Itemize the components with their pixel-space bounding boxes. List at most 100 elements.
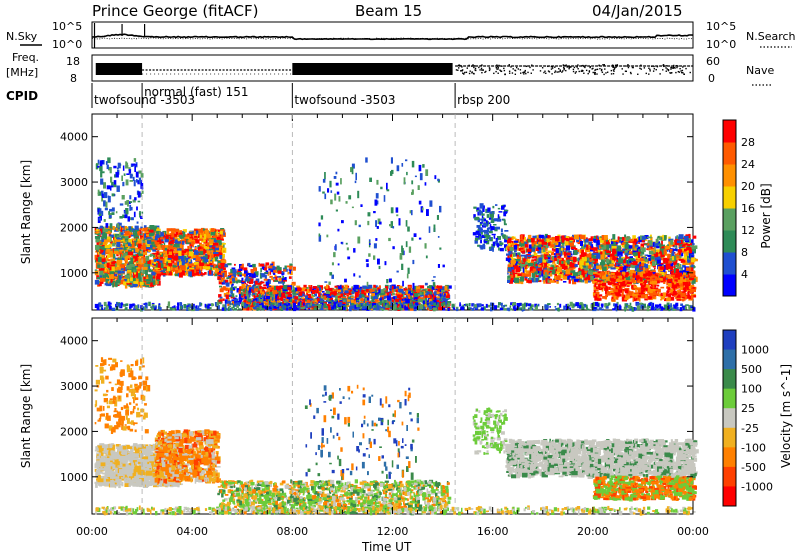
data-cell	[434, 291, 437, 296]
freq-point	[613, 66, 615, 68]
data-cell	[229, 281, 232, 283]
data-cell	[156, 272, 162, 277]
data-cell	[322, 191, 325, 194]
data-cell	[203, 255, 208, 259]
data-cell	[231, 299, 235, 302]
data-cell	[287, 285, 291, 288]
data-cell	[479, 204, 484, 209]
freq-point	[515, 66, 518, 69]
data-cell	[218, 241, 222, 246]
data-cell	[319, 298, 324, 303]
data-cell	[126, 173, 130, 175]
data-cell	[388, 278, 392, 283]
data-cell	[358, 287, 363, 292]
data-cell	[333, 289, 338, 292]
data-cell	[261, 286, 263, 289]
data-cell	[503, 204, 506, 207]
data-cell	[615, 254, 619, 260]
data-cell	[272, 305, 276, 309]
data-cell	[129, 204, 132, 211]
freq-point	[510, 66, 512, 68]
data-cell	[123, 173, 126, 176]
data-cell	[173, 250, 179, 254]
freq-point	[674, 67, 676, 69]
data-cell	[182, 229, 187, 233]
data-cell	[238, 297, 242, 300]
data-cell	[122, 275, 127, 278]
data-cell	[335, 286, 339, 290]
freq-point	[604, 68, 606, 70]
freq-point	[572, 70, 575, 73]
data-cell	[127, 273, 130, 276]
freq-point	[640, 68, 642, 70]
data-cell	[369, 243, 371, 245]
data-cell	[350, 287, 353, 290]
data-cell	[273, 270, 277, 273]
freq-left-tick-bottom: 8	[70, 72, 77, 85]
freq-point	[582, 69, 584, 72]
freq-point	[481, 64, 483, 66]
freq-point	[481, 71, 483, 74]
data-cell	[399, 296, 402, 300]
data-cell	[401, 304, 404, 308]
data-cell	[281, 272, 285, 275]
data-cell	[227, 302, 230, 307]
data-cell	[123, 279, 128, 283]
data-cell	[245, 306, 249, 311]
data-cell	[155, 248, 159, 250]
data-cell	[333, 252, 336, 258]
freq-point	[551, 73, 553, 75]
data-cell	[269, 263, 273, 268]
data-cell	[491, 243, 494, 248]
data-cell	[334, 193, 337, 201]
data-cell	[298, 299, 301, 301]
data-cell	[282, 280, 287, 282]
data-cell	[587, 241, 590, 247]
freq-point	[457, 67, 460, 69]
data-cell	[480, 239, 482, 244]
data-cell	[345, 301, 348, 305]
data-cell	[268, 279, 271, 284]
data-cell	[270, 291, 273, 296]
data-cell	[528, 244, 534, 249]
data-cell	[498, 247, 500, 251]
data-cell	[422, 303, 425, 307]
freq-point	[595, 68, 597, 71]
data-cell	[304, 288, 307, 292]
data-cell	[398, 288, 404, 293]
data-cell	[255, 280, 258, 285]
data-cell	[169, 236, 174, 240]
data-cell	[275, 294, 279, 298]
data-cell	[113, 275, 116, 278]
data-cell	[186, 258, 191, 262]
data-cell	[271, 277, 274, 281]
nave-right-tick-top: 60	[706, 55, 720, 68]
data-cell	[171, 228, 176, 232]
data-cell	[245, 277, 248, 282]
data-cell	[111, 193, 115, 197]
data-cell	[389, 285, 392, 289]
data-cell	[427, 298, 430, 303]
data-cell	[278, 293, 282, 298]
data-cell	[214, 268, 220, 274]
data-cell	[129, 180, 133, 182]
data-cell	[151, 271, 156, 276]
data-cell	[289, 263, 293, 266]
data-cell	[483, 223, 488, 227]
data-cell	[109, 208, 113, 212]
noise-panel-frame	[91, 21, 694, 49]
data-cell	[157, 259, 160, 263]
freq-point	[665, 67, 667, 69]
data-cell	[250, 305, 255, 307]
data-cell	[178, 250, 182, 256]
data-cell	[488, 217, 493, 220]
freq-point	[615, 66, 617, 68]
data-cell	[111, 249, 115, 252]
data-cell	[335, 244, 337, 251]
data-cell	[424, 182, 427, 186]
data-cell	[274, 274, 277, 278]
data-cell	[429, 200, 433, 207]
data-cell	[133, 211, 136, 218]
data-cell	[218, 294, 222, 298]
